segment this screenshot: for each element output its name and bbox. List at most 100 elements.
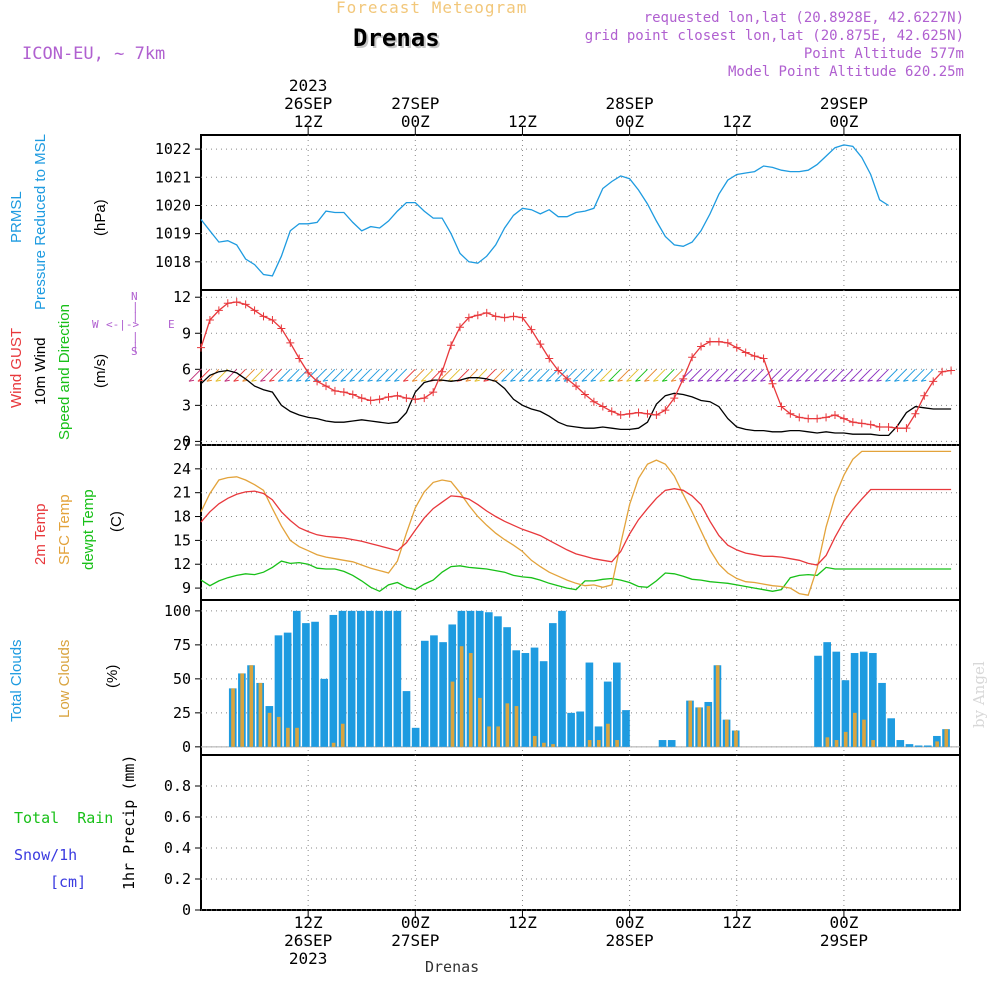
y-tick-label: 1021 <box>155 168 191 186</box>
gust-marker <box>866 420 875 429</box>
top-time-label: 12Z <box>294 112 323 131</box>
top-time-label: 12Z <box>508 112 537 131</box>
gust-marker <box>473 311 482 320</box>
bottom-time-label: 12Z <box>294 913 323 932</box>
gust-marker <box>857 419 866 428</box>
gust-marker <box>241 300 250 309</box>
wind-direction-arrowhead <box>787 379 793 382</box>
wind-direction-arrowhead <box>921 379 927 382</box>
bottom-time-label: 29SEP <box>820 931 868 950</box>
total-cloud-bar <box>320 678 329 747</box>
total-cloud-bar <box>384 610 393 747</box>
top-time-label: 29SEP <box>820 94 868 113</box>
wind-direction-arrow <box>572 368 586 382</box>
low-cloud-bar <box>715 665 720 747</box>
y-tick-label: 0 <box>182 738 191 756</box>
gust-marker <box>634 408 643 417</box>
top-time-label: 26SEP <box>284 94 332 113</box>
total-cloud-bar <box>530 647 539 747</box>
wind-direction-arrow <box>733 368 747 382</box>
wind-direction-arrowhead <box>840 379 846 382</box>
low-cloud-bar <box>496 726 501 747</box>
wind-direction-arrow <box>599 368 613 382</box>
wind-direction-arrow <box>902 368 916 382</box>
total-cloud-bar <box>512 650 521 747</box>
total-cloud-bar <box>292 610 301 747</box>
rain-label: Total Rain <box>14 809 114 827</box>
wind-direction-arrow <box>465 368 479 382</box>
low-cloud-bar <box>551 744 555 747</box>
total-cloud-bar <box>283 632 292 747</box>
low-cloud-bar <box>240 673 244 747</box>
wind-direction-arrow <box>876 368 889 382</box>
bottom-time-label: 12Z <box>508 913 537 932</box>
total-cloud-bar <box>311 621 319 747</box>
gust-marker <box>223 299 232 308</box>
gust-marker <box>197 343 205 352</box>
wind-direction-arrowhead <box>376 379 382 382</box>
panel-frame-2 <box>200 444 961 601</box>
y-tick-label: 75 <box>173 636 191 654</box>
wind-direction-arrowhead <box>340 379 346 382</box>
low-cloud-bar <box>258 682 263 747</box>
total-cloud-bar <box>859 651 868 747</box>
gust-marker <box>741 348 750 357</box>
gust-marker <box>259 312 268 321</box>
wind-direction-arrow <box>492 368 505 382</box>
wind-direction-arrow <box>286 368 300 382</box>
wind-direction-arrowhead <box>662 379 668 382</box>
snow-unit-label: [cm] <box>50 873 87 891</box>
low-cloud-bar <box>514 706 519 747</box>
top-time-label: 00Z <box>615 112 644 131</box>
wind-direction-arrowhead <box>885 379 891 382</box>
temp2m-line <box>200 488 952 566</box>
low-cloud-bar <box>249 665 254 747</box>
wind-direction-arrow <box>224 368 238 382</box>
top-time-label: 12Z <box>722 112 751 131</box>
wind-direction-arrow <box>474 368 488 382</box>
bottom-time-label: 00Z <box>615 913 644 932</box>
gust-marker <box>268 316 277 325</box>
total-cloud-bar <box>622 710 630 747</box>
wind-direction-arrow <box>197 368 211 382</box>
gust-marker <box>795 413 804 422</box>
wind-direction-arrowhead <box>394 379 400 382</box>
gust-marker <box>518 313 527 322</box>
model-altitude: Model Point Altitude 620.25m <box>727 64 964 80</box>
gust-marker <box>536 340 545 349</box>
low-cloud-bar <box>532 735 537 747</box>
low-cloud-bar <box>450 681 455 747</box>
gust-marker <box>482 308 491 317</box>
gust-marker <box>848 418 857 427</box>
wind-direction-arrowhead <box>751 379 757 382</box>
wind-direction-arrowhead <box>742 379 748 382</box>
y-tick-label: 1018 <box>155 253 191 271</box>
wind-direction-arrow <box>277 368 291 382</box>
total-cloud-bar <box>914 745 923 747</box>
wind-direction-arrowhead <box>903 379 909 382</box>
gust-marker <box>652 410 661 419</box>
wind-direction-arrowhead <box>474 379 480 382</box>
wind-direction-arrowhead <box>331 379 337 382</box>
low-cloud-bar <box>331 742 336 747</box>
y-tick-label: 0.6 <box>164 808 191 826</box>
wind-direction-arrow <box>447 368 461 382</box>
total-cloud-bar <box>887 718 895 747</box>
wind-direction-arrowhead <box>894 379 900 382</box>
wind-direction-arrow <box>661 368 675 382</box>
y-tick-label: 50 <box>173 670 191 688</box>
gust-marker <box>875 422 884 431</box>
total-cloud-bar <box>823 642 831 747</box>
wind-direction-arrowhead <box>697 379 704 382</box>
gust-marker <box>232 298 241 307</box>
wind-direction-arrowhead <box>688 379 695 382</box>
wind-direction-arrowhead <box>760 379 766 382</box>
total-cloud-bar <box>878 682 886 747</box>
y-tick-label: 18 <box>173 508 191 526</box>
low-cloud-bar <box>853 712 857 747</box>
wind-direction-arrowhead <box>822 379 829 382</box>
panel-frame-0 <box>200 134 961 291</box>
top-time-label: 28SEP <box>606 94 654 113</box>
wind-speed-line <box>200 369 952 437</box>
wind-direction-arrowhead <box>849 379 855 382</box>
